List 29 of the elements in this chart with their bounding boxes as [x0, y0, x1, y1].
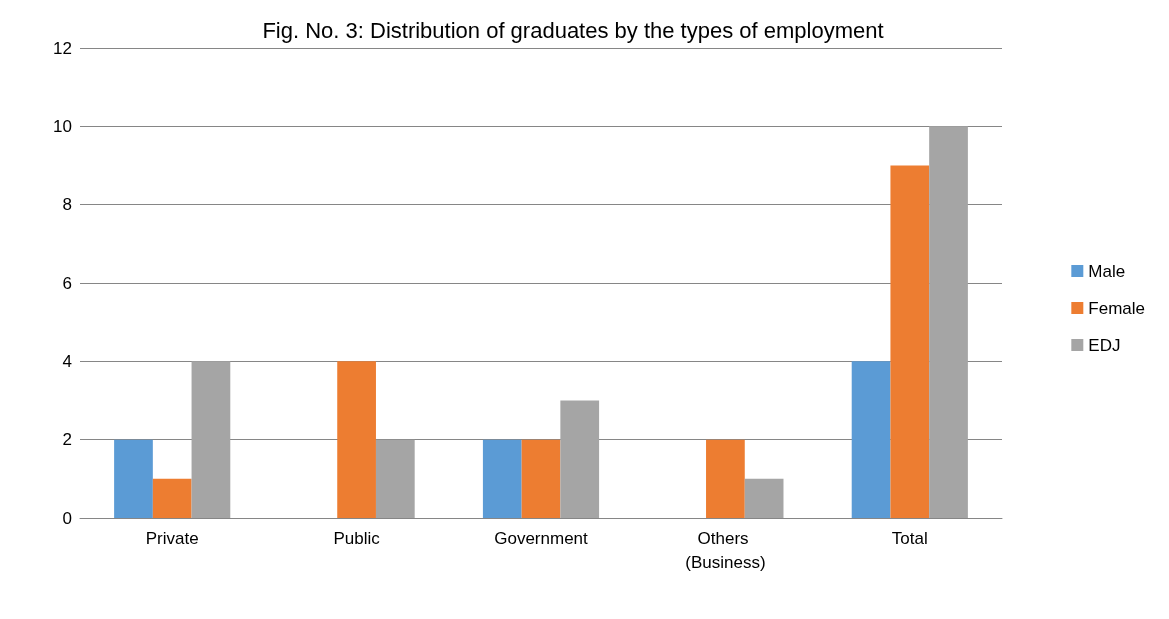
x-tick-label: Public: [333, 528, 381, 548]
bar: [929, 126, 968, 518]
x-tick-label: Others (Business): [685, 528, 766, 572]
legend-label: Female: [1088, 298, 1145, 318]
bar: [521, 439, 561, 518]
bar: [482, 439, 522, 518]
bar: [191, 361, 231, 518]
x-tick-label: Government: [494, 528, 589, 548]
chart-title: Fig. No. 3: Distribution of graduates by the types of employment: [262, 17, 884, 43]
bar: [560, 400, 600, 518]
y-tick-label: 8: [62, 195, 72, 215]
bar: [890, 165, 930, 518]
bar: [744, 478, 784, 518]
y-tick-label: 10: [53, 116, 72, 136]
x-tick-label: Private: [145, 528, 199, 548]
bar: [337, 361, 376, 518]
y-tick-label: 12: [53, 38, 72, 58]
legend-label: Male: [1088, 261, 1126, 281]
bar: [706, 439, 745, 518]
bar: [851, 361, 891, 518]
bar: [152, 478, 192, 518]
bar: [375, 439, 415, 518]
bar: [114, 439, 153, 518]
y-tick-label: 2: [62, 430, 72, 450]
x-tick-label: Total: [891, 528, 928, 548]
y-tick-label: 6: [62, 273, 72, 293]
y-tick-label: 0: [62, 508, 72, 528]
legend-label: EDJ: [1088, 335, 1121, 355]
y-tick-label: 4: [62, 351, 72, 371]
